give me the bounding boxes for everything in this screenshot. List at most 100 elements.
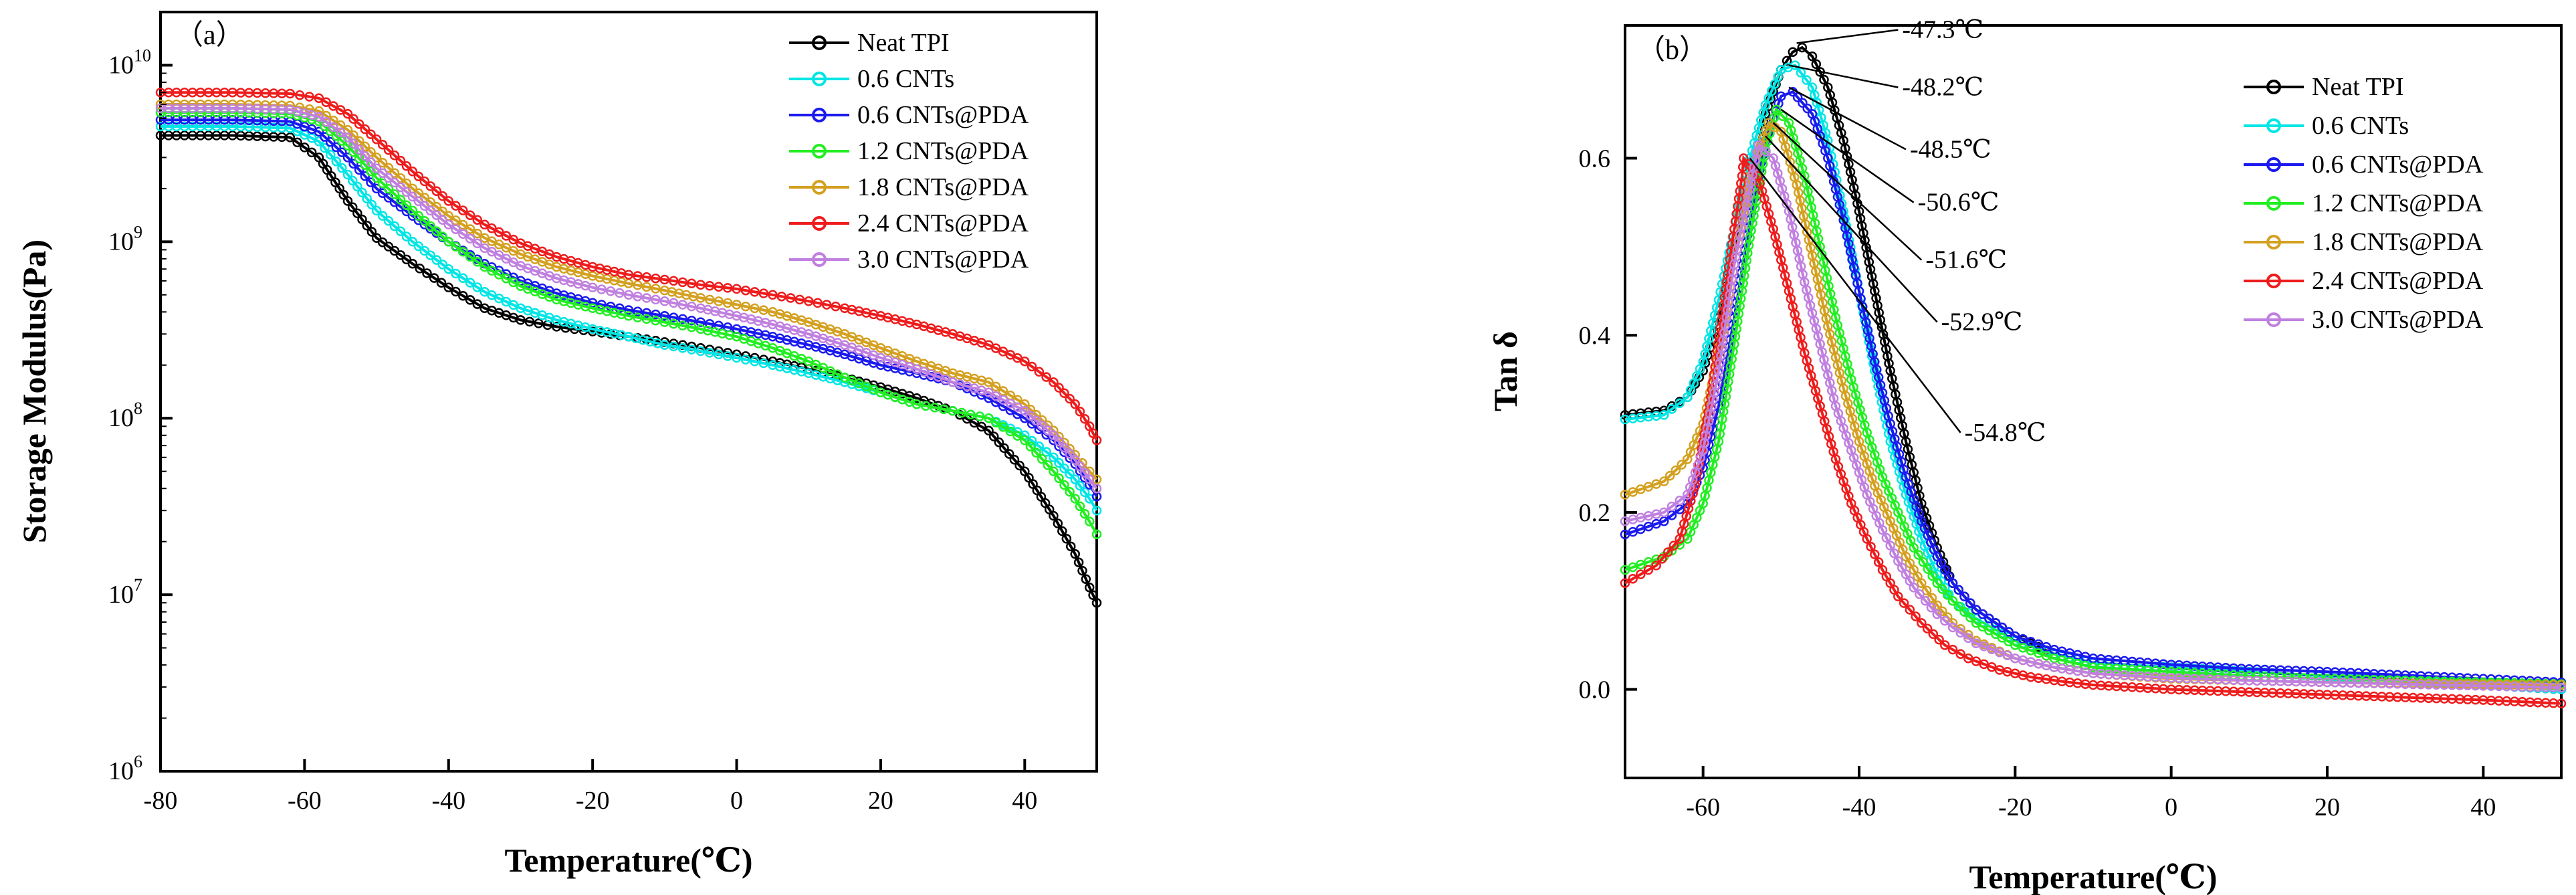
series-point-a-3 <box>1020 435 1030 445</box>
series-point-a-0 <box>357 214 367 225</box>
annotation-arrow <box>1765 135 1938 323</box>
series-point-a-4 <box>704 294 715 305</box>
annotation-label: -52.9℃ <box>1941 308 2023 336</box>
y-tick-label-a: 10 <box>108 227 134 256</box>
series-point-a-0 <box>994 437 1004 448</box>
series-point-a-3 <box>458 247 468 257</box>
series-point-a-6 <box>335 127 346 137</box>
series-point-a-3 <box>948 406 958 416</box>
y-axis-title-b: Tan δ <box>1487 331 1524 411</box>
series-point-a-3 <box>395 195 406 205</box>
series-point-a-4 <box>740 301 751 312</box>
series-point-b-2 <box>1776 91 1786 102</box>
series-point-a-1 <box>458 273 468 284</box>
series-point-a-1 <box>431 255 442 265</box>
series-point-a-2 <box>314 126 324 137</box>
series-point-a-6 <box>659 296 670 306</box>
x-tick-label-a: 0 <box>730 787 743 815</box>
series-point-a-6 <box>465 233 475 244</box>
series-point-a-6 <box>371 163 382 174</box>
series-point-b-2 <box>1977 609 1988 619</box>
series-point-b-5 <box>1955 649 1965 659</box>
series-point-a-5 <box>407 167 418 177</box>
series-point-a-1 <box>695 346 706 357</box>
series-point-a-6 <box>1037 420 1047 431</box>
series-point-a-4 <box>984 377 994 387</box>
series-point-a-6 <box>389 177 400 188</box>
series-point-a-5 <box>304 92 314 102</box>
series-point-a-0 <box>451 286 461 297</box>
series-point-a-3 <box>984 413 994 423</box>
series-a-0 <box>155 130 1102 608</box>
series-point-a-6 <box>407 191 418 202</box>
series-point-b-2 <box>1959 591 1969 601</box>
series-line-a-0 <box>160 134 1098 604</box>
series-point-a-6 <box>383 173 394 183</box>
series-point-b-6 <box>1971 638 1981 649</box>
series-point-a-3 <box>669 318 679 329</box>
y-tick-label-a: 10 <box>108 404 134 432</box>
series-point-b-6 <box>1926 602 1937 613</box>
series-point-a-3 <box>686 322 697 332</box>
series-group-a <box>155 88 1102 608</box>
series-point-a-6 <box>401 187 412 197</box>
series-point-a-3 <box>487 266 497 276</box>
series-point-a-3 <box>401 200 412 210</box>
series-point-a-6 <box>413 196 424 207</box>
annotation-label: -50.6℃ <box>1918 189 2000 217</box>
annotation: -51.6℃ <box>1772 122 2007 274</box>
series-point-b-5 <box>1739 153 1749 163</box>
series-point-a-1 <box>352 181 362 192</box>
series-point-a-5 <box>758 288 769 298</box>
series-point-b-5 <box>1940 640 1950 650</box>
series-point-a-6 <box>1043 425 1053 435</box>
legend-swatch-marker <box>812 216 827 231</box>
series-point-b-5 <box>1899 598 1909 608</box>
series-point-a-3 <box>1059 480 1069 490</box>
series-point-b-5 <box>1669 540 1679 551</box>
series-point-a-5 <box>360 124 370 134</box>
series-point-a-3 <box>508 277 518 288</box>
series-point-b-5 <box>1662 547 1673 557</box>
series-point-a-5 <box>732 284 742 294</box>
series-point-a-3 <box>437 231 448 241</box>
series-point-b-6 <box>1885 540 1895 551</box>
series-point-a-3 <box>371 173 382 183</box>
series-point-a-3 <box>990 417 1001 428</box>
series-point-a-6 <box>641 293 652 303</box>
series-point-a-0 <box>443 282 454 293</box>
series-point-a-3 <box>1091 529 1102 539</box>
series-point-b-1 <box>1675 398 1685 408</box>
legend-swatch-marker <box>2266 196 2281 211</box>
series-point-a-4 <box>750 303 760 314</box>
series-point-a-2 <box>651 309 661 320</box>
series-point-a-1 <box>722 351 733 361</box>
series-point-a-6 <box>366 157 376 167</box>
series-point-a-5 <box>389 151 400 161</box>
series-point-b-5 <box>2556 698 2567 709</box>
series-point-a-6 <box>1005 398 1016 409</box>
series-point-b-2 <box>1798 98 1808 108</box>
series-point-a-5 <box>443 196 454 206</box>
series-point-a-0 <box>1088 590 1098 600</box>
series-point-a-6 <box>605 286 616 296</box>
series-point-b-6 <box>1947 622 1958 633</box>
series-point-a-6 <box>1012 402 1023 413</box>
series-point-a-3 <box>651 316 661 326</box>
series-point-a-5 <box>1027 361 1037 372</box>
series-point-b-1 <box>1667 404 1677 414</box>
series-point-a-6 <box>1075 462 1085 472</box>
panel-label-a: （a） <box>175 20 244 51</box>
series-point-b-2 <box>1947 578 1958 589</box>
series-point-a-1 <box>331 156 342 167</box>
series-point-a-6 <box>360 151 370 161</box>
series-point-b-6 <box>1909 583 1919 593</box>
legend-item-b: 0.6 CNTs@PDA <box>2244 151 2484 179</box>
panel-label-b: （b） <box>1637 35 1707 66</box>
series-point-a-0 <box>429 273 439 283</box>
series-point-a-6 <box>377 168 388 179</box>
series-point-a-1 <box>758 358 769 369</box>
plot-frame-a <box>159 11 1098 773</box>
legend-item-a: 2.4 CNTs@PDA <box>789 209 1029 237</box>
series-point-b-5 <box>1866 541 1876 552</box>
